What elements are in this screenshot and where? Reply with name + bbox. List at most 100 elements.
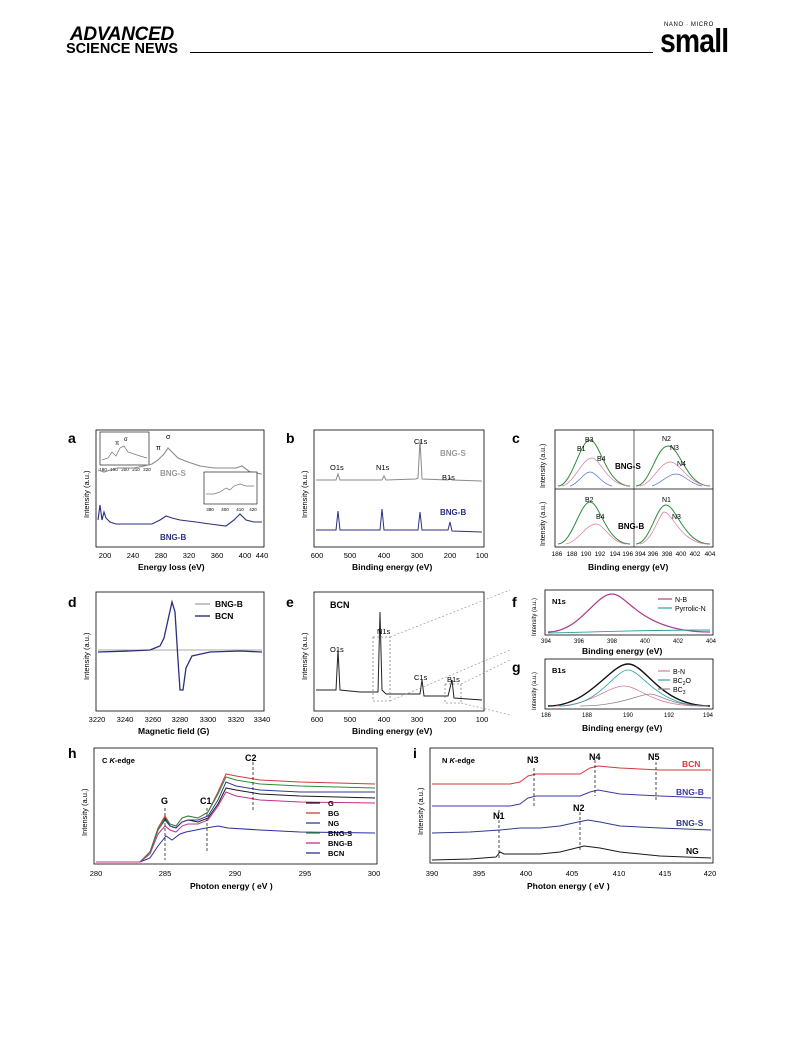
panel-f: f Intensity (a.u.) N1s N-B Pyrrolic-N 39… [512, 589, 717, 656]
legend-ng: NG [328, 819, 339, 828]
panel-g: g Intensity (a.u.) B1s B-N BC2O BC3 186 … [512, 658, 714, 733]
xtick: 400 [378, 551, 391, 560]
inset-tick: 400 [221, 507, 229, 512]
xtick: 500 [344, 551, 357, 560]
xtick: 600 [311, 551, 324, 560]
panel-d-xticks: 3220 3240 3260 3280 3300 3320 3340 [89, 715, 271, 724]
panel-h-legend: G BG NG BNG-S BNG-B BCN [306, 799, 353, 858]
inset-left [99, 431, 150, 466]
panel-e-xticks: 600 500 400 300 200 100 [311, 715, 489, 724]
panel-label-a: a [68, 430, 76, 446]
label-b2: B2 [585, 497, 594, 504]
journal-nano-micro: NANO · MICRO [664, 22, 714, 28]
xtick: 420 [704, 869, 717, 878]
panel-e-frame [313, 591, 485, 712]
journal-small-logo: small [660, 22, 729, 59]
xtick: 402 [690, 551, 701, 558]
trace-bcn [96, 825, 376, 863]
panel-g-ylabel: Intensity (a.u.) [532, 672, 538, 710]
peak-o1s: O1s [330, 463, 344, 472]
panel-i-tag: N K-edge [442, 756, 475, 765]
xtick: 186 [552, 551, 563, 558]
fit-b-top [557, 439, 631, 487]
xtick: 405 [566, 869, 579, 878]
panel-f-ylabel: Intensity (a.u.) [532, 598, 538, 636]
xtick: 200 [99, 551, 112, 560]
panel-g-frame [544, 658, 714, 710]
label-n3: N3 [672, 514, 681, 521]
trace-bng-s [97, 447, 263, 475]
fit-pyrrolic [547, 629, 711, 634]
inset-tick: 200 [121, 467, 129, 472]
panel-f-xlabel: Binding energy (eV) [582, 646, 662, 656]
xtick: 400 [520, 869, 533, 878]
panel-label-g: g [512, 659, 521, 675]
marker-c1: C1 [200, 796, 212, 806]
legend-b-n: B-N [673, 669, 685, 676]
panel-e: e Intensity (a.u.) BCN O1s N1s C1s B1s 6… [286, 589, 511, 736]
xtick: 3280 [172, 715, 189, 724]
panel-label-c: c [512, 430, 520, 446]
inset-tick: 420 [249, 507, 257, 512]
label-b4: B4 [597, 456, 606, 463]
xtick: 415 [659, 869, 672, 878]
legend-bng-b: BNG-B [215, 599, 243, 609]
xtick: 280 [90, 869, 103, 878]
xtick: 280 [155, 551, 168, 560]
panel-label-d: d [68, 594, 77, 610]
xtick: 402 [673, 639, 684, 645]
panel-a-xlabel: Energy loss (eV) [138, 562, 205, 572]
panel-e-title: BCN [330, 600, 350, 610]
panel-d: d Intensity (a.u.) BNG-B BCN 3220 3240 3… [68, 591, 271, 736]
inset-pi: π [115, 441, 119, 447]
trace-bng-s [316, 439, 483, 482]
trace-bcn [97, 599, 263, 691]
fit-b-bottom [557, 501, 631, 545]
trace-bng-b [316, 508, 483, 533]
label-bcn: BCN [682, 759, 700, 769]
panel-d-xlabel: Magnetic field (G) [138, 726, 209, 736]
trace-bng-b [432, 789, 712, 807]
panel-b-frame [313, 429, 485, 548]
panel-a-xticks: 200 240 280 320 360 400 440 [99, 551, 269, 560]
xtick: 404 [706, 639, 717, 645]
xtick: 410 [613, 869, 626, 878]
sigma-star-top: σ [166, 434, 171, 441]
zoom-box-b1s [444, 683, 462, 704]
xtick: 188 [567, 551, 578, 558]
xtick: 100 [476, 551, 489, 560]
xtick: 188 [582, 713, 593, 719]
xtick: 3260 [145, 715, 162, 724]
marker-n1: N1 [493, 811, 505, 821]
xtick: 3220 [89, 715, 106, 724]
marker-n2: N2 [573, 803, 585, 813]
header-rule [190, 52, 653, 53]
xtick: 3320 [228, 715, 245, 724]
xtick: 3300 [200, 715, 217, 724]
xtick: 192 [664, 713, 675, 719]
xtick: 398 [607, 639, 618, 645]
xtick: 200 [444, 715, 457, 724]
xtick: 360 [211, 551, 224, 560]
panel-g-tag: B1s [552, 666, 566, 675]
panel-e-xlabel: Binding energy (eV) [352, 726, 432, 736]
panel-i-xticks: 390 395 400 405 410 415 420 [426, 869, 717, 878]
journal-logo-advanced: ADVANCED [70, 24, 174, 45]
xtick: 3240 [117, 715, 134, 724]
panel-h-tag: C K-edge [102, 756, 135, 765]
trace-ng [431, 845, 712, 861]
legend-bg: BG [328, 809, 339, 818]
inset-tick: 220 [143, 467, 151, 472]
label-bng-s: BNG-S [440, 449, 466, 458]
panel-c-ylabel-top: Intensity (a.u.) [540, 444, 547, 488]
label-bng-s: BNG-S [160, 469, 186, 478]
xtick: 395 [473, 869, 486, 878]
marker-n3: N3 [527, 755, 539, 765]
inset-right-curve [206, 483, 254, 495]
panel-f-tag: N1s [552, 597, 566, 606]
panel-label-h: h [68, 745, 77, 761]
marker-n4: N4 [589, 752, 601, 762]
legend-bc2o: BC2O [673, 678, 692, 687]
fit-n-bottom-2 [639, 511, 707, 545]
panel-g-xlabel: Binding energy (eV) [582, 723, 662, 733]
